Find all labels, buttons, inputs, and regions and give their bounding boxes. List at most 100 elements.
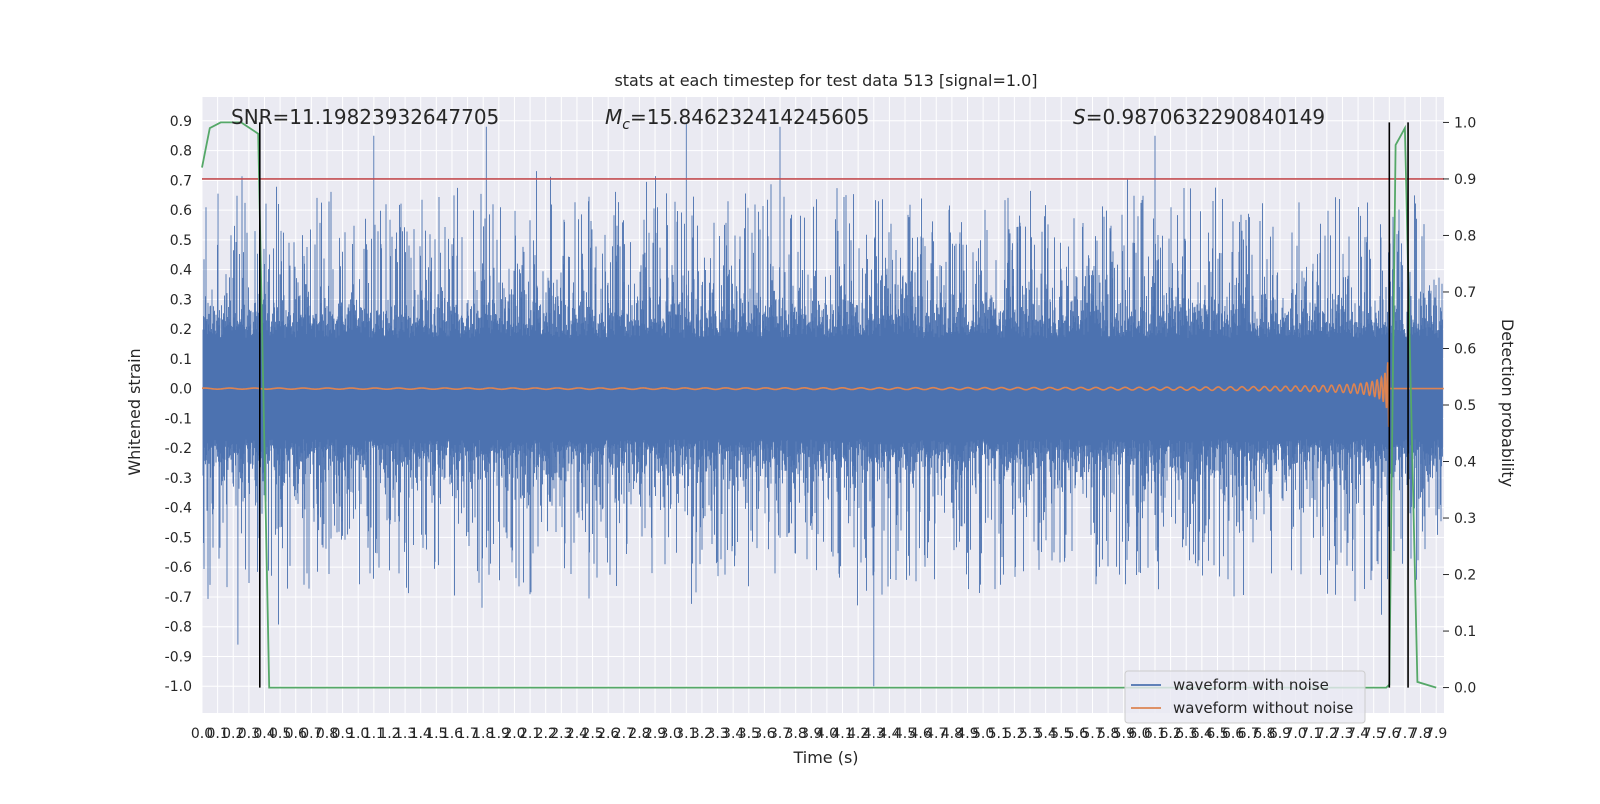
x-tick-label: 4.0	[816, 726, 838, 742]
x-tick-label: 5.4	[1034, 726, 1056, 742]
chirp-mass-subscript: c	[622, 117, 630, 133]
x-tick-label: 5.3	[1019, 726, 1041, 742]
x-tick-label: 2.1	[519, 726, 541, 742]
score-symbol: S	[1073, 105, 1086, 129]
y-tick-label: -0.1	[165, 411, 192, 427]
x-tick-label: 7.2	[1316, 726, 1338, 742]
x-tick-label: 4.5	[894, 726, 916, 742]
right-y-tick-label: 0.6	[1454, 341, 1476, 357]
x-tick-label: 1.9	[488, 726, 510, 742]
x-tick-label: 7.6	[1378, 726, 1400, 742]
x-tick-label: 3.4	[722, 726, 744, 742]
x-tick-label: 4.8	[941, 726, 963, 742]
x-tick-label: 6.0	[1128, 726, 1150, 742]
x-tick-label: 6.7	[1238, 726, 1260, 742]
score-value: =0.9870632290840149	[1086, 105, 1325, 129]
x-tick-label: 5.7	[1081, 726, 1103, 742]
x-tick-label: 6.2	[1159, 726, 1181, 742]
series-waveform-without-noise	[202, 362, 1444, 427]
legend-box	[1124, 670, 1366, 724]
x-tick-label: 7.7	[1394, 726, 1416, 742]
x-tick-label: 7.8	[1409, 726, 1431, 742]
x-tick-label: 4.7	[925, 726, 947, 742]
x-tick-label: 1.2	[378, 726, 400, 742]
x-tick-label: 0.7	[300, 726, 322, 742]
x-tick-label: 2.5	[581, 726, 603, 742]
snr-annotation: SNR=11.19823932647705	[231, 105, 499, 129]
chart-title: stats at each timestep for test data 513…	[614, 71, 1037, 90]
x-tick-label: 4.3	[863, 726, 885, 742]
x-tick-label: 4.2	[847, 726, 869, 742]
x-tick-label: 7.0	[1284, 726, 1306, 742]
x-tick-label: 5.0	[972, 726, 994, 742]
x-tick-label: 1.6	[441, 726, 463, 742]
x-tick-label: 3.7	[769, 726, 791, 742]
right-y-tick-label: 0.5	[1454, 398, 1476, 414]
x-tick-label: 0.3	[238, 726, 260, 742]
x-tick-label: 7.5	[1363, 726, 1385, 742]
x-tick-label: 1.8	[472, 726, 494, 742]
x-tick-label: 4.6	[910, 726, 932, 742]
x-tick-label: 2.4	[566, 726, 588, 742]
x-tick-label: 5.5	[1050, 726, 1072, 742]
y-tick-label: -1.0	[165, 679, 192, 695]
chirp-mass-value: =15.846232414245605	[630, 105, 869, 129]
y-tick-label: 0.3	[170, 292, 192, 308]
right-y-tick-label: 1.0	[1454, 115, 1476, 131]
x-tick-label: 2.8	[628, 726, 650, 742]
legend-label-clean: waveform without noise	[1173, 699, 1353, 717]
right-y-tick-label: 0.0	[1454, 681, 1476, 697]
x-tick-label: 2.6	[597, 726, 619, 742]
x-tick-label: 6.1	[1144, 726, 1166, 742]
y-tick-label: -0.3	[165, 471, 192, 487]
x-tick-label: 2.0	[503, 726, 525, 742]
y-tick-label: -0.6	[165, 560, 192, 576]
x-tick-label: 6.8	[1253, 726, 1275, 742]
x-tick-label: 2.3	[550, 726, 572, 742]
score-annotation: S=0.9870632290840149	[1073, 105, 1325, 129]
y-tick-label: -0.7	[165, 590, 192, 606]
y-tick-label: 0.0	[170, 382, 192, 398]
y-tick-label: -0.5	[165, 530, 192, 546]
right-y-tick-label: 0.7	[1454, 285, 1476, 301]
y-tick-label: 0.1	[170, 352, 192, 368]
x-tick-label: 2.2	[535, 726, 557, 742]
x-tick-label: 3.0	[660, 726, 682, 742]
x-tick-label: 3.5	[738, 726, 760, 742]
right-y-tick-labels: 0.0 0.1 0.2 0.3 0.4 0.5 0.6 0.7 0.8 0.9 1.0	[1443, 115, 1476, 697]
y-tick-label: -0.4	[165, 501, 192, 517]
x-tick-label: 5.2	[1003, 726, 1025, 742]
x-tick-label: 2.9	[644, 726, 666, 742]
chirp-mass-symbol: M	[605, 105, 622, 129]
x-tick-label: 3.9	[800, 726, 822, 742]
x-tick-label: 0.9	[331, 726, 353, 742]
y-tick-labels: -1.0 -0.9 -0.8 -0.7 -0.6 -0.5 -0.4 -0.3 -0.2 -0.1…	[165, 114, 192, 695]
right-y-tick-label: 0.1	[1454, 624, 1476, 640]
y-tick-label: 0.8	[170, 144, 192, 160]
x-tick-label: 5.1	[988, 726, 1010, 742]
x-tick-label: 0.6	[285, 726, 307, 742]
y-tick-label: 0.4	[170, 263, 192, 279]
right-y-tick-label: 0.9	[1454, 172, 1476, 188]
legend: waveform with noise waveform without noi…	[1124, 670, 1366, 724]
chirp-mass-annotation: Mc=15.846232414245605	[605, 105, 869, 133]
x-tick-label: 3.3	[706, 726, 728, 742]
x-tick-label: 2.7	[613, 726, 635, 742]
series-detection-probability	[201, 121, 1437, 689]
y-tick-label: 0.7	[170, 173, 192, 189]
x-tick-label: 1.3	[394, 726, 416, 742]
x-tick-label: 4.1	[831, 726, 853, 742]
x-tick-label: 7.3	[1331, 726, 1353, 742]
right-y-tick-label: 0.3	[1454, 511, 1476, 527]
x-tick-label: 6.5	[1206, 726, 1228, 742]
y-tick-label: 0.6	[170, 203, 192, 219]
x-tick-label: 1.5	[425, 726, 447, 742]
x-tick-label: 1.1	[363, 726, 385, 742]
x-tick-label: 4.4	[878, 726, 900, 742]
x-tick-label: 6.9	[1269, 726, 1291, 742]
x-tick-label: 6.6	[1222, 726, 1244, 742]
x-tick-label: 0.8	[316, 726, 338, 742]
x-tick-label: 0.5	[269, 726, 291, 742]
